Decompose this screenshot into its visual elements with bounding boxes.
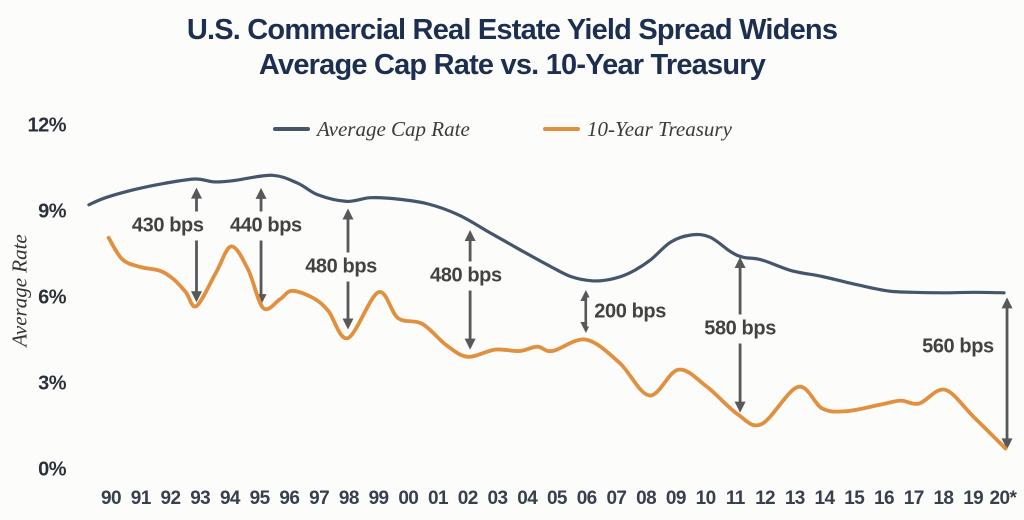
x-tick: 20* <box>989 488 1017 509</box>
x-tick: 14 <box>814 488 836 509</box>
arrow-up-head-icon <box>464 230 476 242</box>
spread-bps-label: 430 bps <box>124 211 211 241</box>
x-tick: 93 <box>190 488 211 509</box>
spread-bps-label: 480 bps <box>423 261 509 291</box>
x-tick: 11 <box>725 488 745 509</box>
spread-bps-label: 480 bps <box>298 252 384 282</box>
x-tick: 07 <box>606 488 627 509</box>
arrow-down-head-icon <box>734 401 746 413</box>
spread-bps-label: 560 bps <box>915 332 1001 362</box>
arrow-up-head-icon <box>342 208 354 220</box>
arrow-down-head-icon <box>342 318 354 330</box>
x-tick: 90 <box>101 488 122 509</box>
y-tick: 0% <box>38 458 66 481</box>
x-tick: 13 <box>784 488 806 509</box>
arrow-up-head-icon <box>191 187 203 199</box>
x-tick: 02 <box>457 488 479 509</box>
x-tick: 10 <box>695 488 717 509</box>
x-tick: 92 <box>160 488 181 509</box>
x-tick: 99 <box>368 488 390 509</box>
legend-item-cap-rate: Average Cap Rate <box>273 117 470 141</box>
x-tick: 12 <box>755 488 776 509</box>
x-tick: 06 <box>576 488 598 509</box>
legend-item-treasury: 10-Year Treasury <box>543 117 732 141</box>
chart-title-line2: Average Cap Rate vs. 10-Year Treasury <box>258 49 766 81</box>
chart-title-line1: U.S. Commercial Real Estate Yield Spread… <box>186 14 838 46</box>
x-tick: 08 <box>636 488 657 509</box>
x-tick: 16 <box>874 488 895 509</box>
treasury-line-swatch <box>543 127 580 131</box>
x-tick: 03 <box>487 488 509 509</box>
x-tick: 95 <box>249 488 271 509</box>
x-tick: 19 <box>963 488 984 509</box>
arrow-up-head-icon <box>1001 297 1013 309</box>
arrow-down-head-icon <box>191 291 203 303</box>
y-tick: 12% <box>27 114 66 137</box>
cap-rate-line-swatch <box>273 127 310 131</box>
legend-label-treasury: 10-Year Treasury <box>587 116 732 141</box>
x-tick: 97 <box>309 488 330 509</box>
spread-bps-label: 440 bps <box>223 211 309 241</box>
x-tick: 17 <box>903 488 925 509</box>
y-tick: 3% <box>38 372 66 395</box>
x-tick: 18 <box>933 488 954 509</box>
x-tick: 01 <box>428 488 449 509</box>
x-tick: 09 <box>665 488 687 509</box>
y-tick: 6% <box>38 286 66 309</box>
arrow-down-head-icon <box>1001 438 1013 450</box>
arrow-up-head-icon <box>255 187 267 199</box>
x-tick: 94 <box>219 488 241 509</box>
x-tick: 05 <box>546 488 568 509</box>
x-tick: 00 <box>398 488 419 509</box>
arrow-down-head-icon <box>464 338 476 350</box>
legend-label-cap-rate: Average Cap Rate <box>317 116 470 141</box>
arrow-up-head-icon <box>734 257 746 269</box>
cap-rate-line <box>87 173 1006 295</box>
spread-bps-label: 580 bps <box>697 314 783 344</box>
x-tick: 04 <box>517 488 538 509</box>
x-tick: 96 <box>279 488 300 509</box>
x-tick: 15 <box>844 488 865 509</box>
spread-bps-label: 200 bps <box>587 297 673 327</box>
y-tick: 9% <box>38 200 66 223</box>
treasury-line <box>106 235 1008 451</box>
x-tick: 91 <box>130 488 152 509</box>
x-tick: 98 <box>338 488 360 509</box>
